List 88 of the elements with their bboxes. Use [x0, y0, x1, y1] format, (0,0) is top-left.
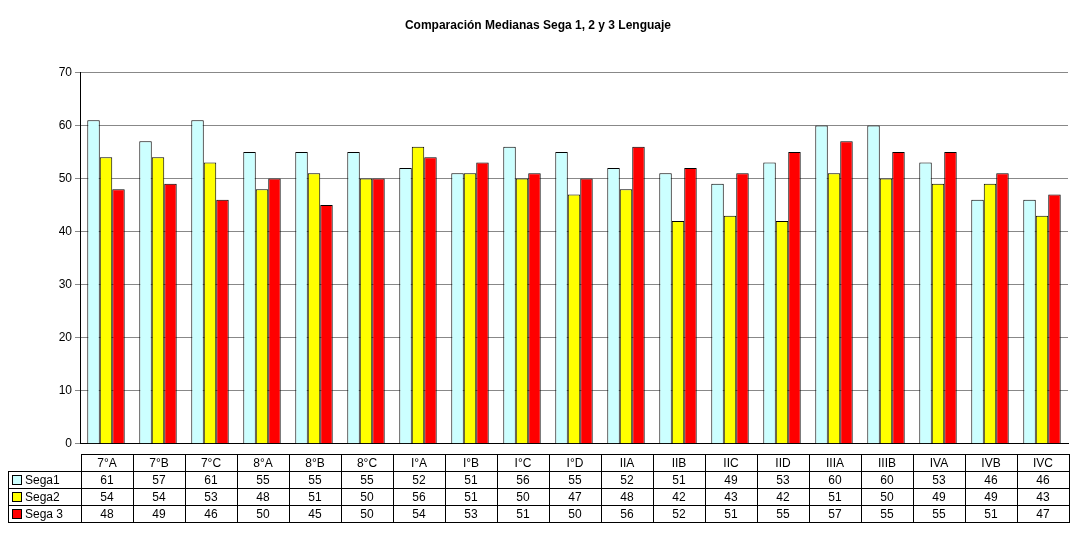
data-label: 53 — [757, 471, 809, 489]
data-label: 60 — [861, 471, 913, 489]
data-label: 53 — [185, 488, 237, 506]
data-label: 49 — [133, 505, 185, 523]
data-label: 60 — [809, 471, 861, 489]
x-tick-label: 7°B — [133, 454, 185, 472]
y-tick-label: 30 — [58, 276, 73, 291]
x-tick-label: I°B — [445, 454, 497, 472]
data-label: 56 — [393, 488, 445, 506]
x-tick-label: IIB — [653, 454, 705, 472]
data-label: 57 — [809, 505, 861, 523]
data-label: 50 — [861, 488, 913, 506]
legend-label: Sega 3 — [25, 506, 64, 521]
data-label: 54 — [133, 488, 185, 506]
data-label: 46 — [185, 505, 237, 523]
data-label: 61 — [81, 471, 133, 489]
data-label: 55 — [341, 471, 393, 489]
y-tick-label: 60 — [58, 117, 73, 132]
y-tick-label: 0 — [65, 436, 73, 451]
x-tick-label: I°D — [549, 454, 601, 472]
data-label: 50 — [237, 505, 289, 523]
data-label: 51 — [705, 505, 757, 523]
data-label: 50 — [341, 505, 393, 523]
data-label: 51 — [445, 471, 497, 489]
data-label: 43 — [1017, 488, 1069, 506]
data-label: 42 — [757, 488, 809, 506]
x-tick-label: I°A — [393, 454, 445, 472]
x-tick-label: IIIB — [861, 454, 913, 472]
x-tick-label: 7°C — [185, 454, 237, 472]
data-label: 50 — [341, 488, 393, 506]
x-tick-label: IVC — [1017, 454, 1069, 472]
chart-title: Comparación Medianas Sega 1, 2 y 3 Lenguaje — [404, 17, 672, 32]
x-tick-label: IVB — [965, 454, 1017, 472]
data-label: 52 — [393, 471, 445, 489]
x-tick-label: 8°C — [341, 454, 393, 472]
data-label: 45 — [289, 505, 341, 523]
data-label: 48 — [601, 488, 653, 506]
data-label: 49 — [913, 488, 965, 506]
data-label: 55 — [289, 471, 341, 489]
data-label: 51 — [289, 488, 341, 506]
data-label: 46 — [965, 471, 1017, 489]
data-label: 50 — [549, 505, 601, 523]
data-label: 47 — [1017, 505, 1069, 523]
data-label: 55 — [549, 471, 601, 489]
x-tick-label: IIC — [705, 454, 757, 472]
x-tick-label: 8°B — [289, 454, 341, 472]
data-label: 48 — [237, 488, 289, 506]
data-label: 49 — [965, 488, 1017, 506]
x-tick-label: IIIA — [809, 454, 861, 472]
x-tick-label: 8°A — [237, 454, 289, 472]
data-label: 52 — [601, 471, 653, 489]
x-tick-label: IVA — [913, 454, 965, 472]
x-tick-label: IID — [757, 454, 809, 472]
x-tick-label: I°C — [497, 454, 549, 472]
data-label: 43 — [705, 488, 757, 506]
data-label: 51 — [965, 505, 1017, 523]
data-label: 51 — [445, 488, 497, 506]
data-label: 56 — [497, 471, 549, 489]
data-label: 61 — [185, 471, 237, 489]
data-label: 56 — [601, 505, 653, 523]
y-tick-label: 70 — [58, 64, 73, 79]
data-label: 54 — [393, 505, 445, 523]
x-tick-label: IIA — [601, 454, 653, 472]
data-label: 51 — [653, 471, 705, 489]
data-label: 53 — [913, 471, 965, 489]
data-label: 46 — [1017, 471, 1069, 489]
data-label: 47 — [549, 488, 601, 506]
x-tick-label: 7°A — [81, 454, 133, 472]
data-label: 49 — [705, 471, 757, 489]
y-tick-label: 40 — [58, 223, 73, 238]
data-label: 55 — [913, 505, 965, 523]
data-label: 54 — [81, 488, 133, 506]
data-label: 53 — [445, 505, 497, 523]
data-label: 50 — [497, 488, 549, 506]
data-label: 57 — [133, 471, 185, 489]
y-tick-label: 10 — [58, 383, 73, 398]
data-label: 55 — [757, 505, 809, 523]
legend-label: Sega1 — [25, 472, 60, 487]
data-label: 48 — [81, 505, 133, 523]
data-label: 51 — [809, 488, 861, 506]
data-label: 42 — [653, 488, 705, 506]
y-tick-label: 20 — [58, 330, 73, 344]
data-label: 52 — [653, 505, 705, 523]
data-label: 51 — [497, 505, 549, 523]
data-label: 55 — [861, 505, 913, 523]
legend-label: Sega2 — [25, 489, 60, 504]
y-tick-label: 50 — [58, 170, 73, 185]
data-label: 55 — [237, 471, 289, 489]
